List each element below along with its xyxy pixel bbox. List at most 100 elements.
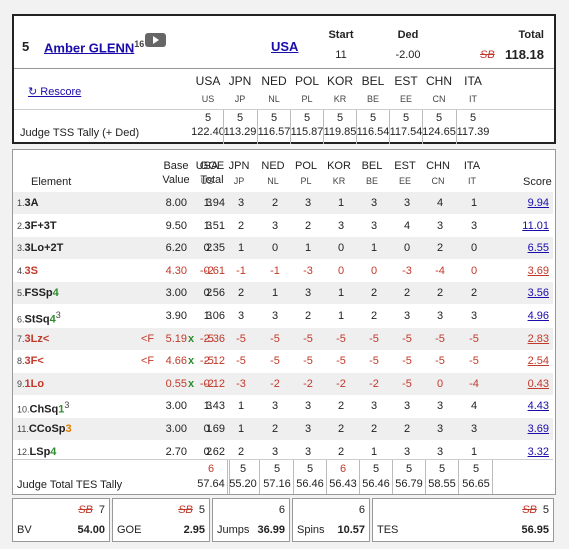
- summary-value: 2.95: [183, 524, 205, 536]
- element-number: 11.: [17, 424, 29, 434]
- element-base-value: 3.00: [165, 423, 187, 435]
- summary-label: BV: [17, 524, 32, 536]
- tss-divider: [14, 109, 554, 110]
- element-number: 1.: [17, 198, 25, 208]
- element-base-value: 4.30: [165, 264, 187, 277]
- element-judge-code: KOR: [327, 160, 351, 172]
- element-score-link[interactable]: 0.43: [513, 378, 549, 390]
- judge-score: -2: [369, 377, 379, 390]
- summary-rank: SB 5: [522, 504, 549, 516]
- summary-label: TES: [377, 524, 399, 536]
- element-goe: -0.12: [199, 377, 225, 390]
- element-judge-code: USA: [195, 160, 219, 172]
- element-score[interactable]: 3.32: [527, 445, 549, 458]
- tes-col-separator: [392, 460, 393, 494]
- element-level: 4: [50, 445, 57, 458]
- element-score[interactable]: 3.56: [527, 287, 549, 300]
- judge-score: 3: [370, 197, 378, 209]
- judge-score: 3: [470, 423, 478, 435]
- element-score-link[interactable]: 11.01: [513, 220, 549, 232]
- element-score-link[interactable]: 2.54: [513, 355, 549, 367]
- judge-score: -1: [270, 264, 280, 277]
- judge-score: 1: [370, 242, 378, 255]
- element-name: 9.1Lo: [17, 378, 44, 390]
- element-score-link[interactable]: 3.56: [513, 287, 549, 299]
- judge-score: 3: [304, 197, 312, 209]
- element-judge-code: BEL: [361, 160, 383, 172]
- element-goe: 1.51: [203, 219, 225, 232]
- judge-score: 3: [237, 310, 245, 322]
- judge-score: 4: [470, 400, 478, 413]
- element-number: 8.: [17, 356, 25, 367]
- tss-value: 115.87: [290, 126, 324, 138]
- judge-score: 0: [470, 242, 478, 255]
- element-score-link[interactable]: 4.96: [513, 310, 549, 322]
- element-score-link[interactable]: 9.94: [513, 197, 549, 209]
- judge-score: 0: [403, 242, 411, 255]
- element-score-link[interactable]: 3.69: [513, 265, 549, 277]
- element-judge-sub: PL: [300, 176, 312, 186]
- element-score[interactable]: 11.01: [522, 219, 549, 232]
- element-name: 10.ChSq13: [17, 400, 69, 416]
- element-score-link[interactable]: 3.32: [513, 446, 549, 458]
- tes-col-separator: [492, 460, 493, 494]
- tss-value: 119.85: [323, 126, 357, 138]
- country-link[interactable]: USA: [271, 39, 299, 54]
- judge-score: -4: [435, 264, 445, 277]
- summary-rank-value: 5: [198, 504, 205, 516]
- judge-score: -5: [204, 355, 214, 368]
- element-score[interactable]: 9.94: [527, 197, 549, 209]
- element-score[interactable]: 2.54: [527, 355, 549, 368]
- element-score[interactable]: 6.55: [527, 242, 549, 255]
- element-score[interactable]: 2.83: [527, 332, 549, 345]
- judge-score: -3: [236, 377, 246, 390]
- judge-score: 1: [470, 197, 478, 209]
- tss-rank: 5: [303, 112, 311, 124]
- element-base-value: 8.00: [165, 197, 187, 209]
- judge-score: -5: [236, 355, 246, 368]
- element-name: 5.FSSp4: [17, 287, 59, 299]
- element-bonus-x: x: [188, 332, 195, 345]
- tss-rank: 5: [204, 112, 212, 124]
- element-judge-code: POL: [294, 160, 317, 172]
- judge-score: 1: [304, 242, 312, 255]
- element-judge-sub: KR: [332, 176, 346, 186]
- rescore-link[interactable]: ↻ Rescore: [28, 86, 82, 98]
- element-judge-sub: BE: [365, 176, 378, 186]
- goe-header: GOE: [199, 160, 225, 172]
- judge-code-ee: EST: [394, 74, 418, 88]
- element-score[interactable]: 4.96: [527, 310, 549, 322]
- judge-score: 3: [470, 219, 478, 232]
- element-score[interactable]: 4.43: [527, 400, 549, 413]
- element-goe: 1.43: [203, 400, 225, 413]
- element-score-link[interactable]: 4.43: [513, 400, 549, 412]
- element-number: 3.: [17, 243, 25, 254]
- summary-bar: BV SB 7 54.00 GOE SB 5 2.95 Jumps 6 36.99 Spins 6 10.…: [12, 498, 556, 542]
- element-code: 1Lo: [24, 377, 45, 390]
- tss-value: 116.57: [257, 126, 291, 138]
- skater-name-link[interactable]: Amber GLENN: [44, 40, 135, 56]
- element-score-link[interactable]: 6.55: [513, 242, 549, 254]
- element-score[interactable]: 3.69: [527, 264, 549, 277]
- judge-sub-jp: JP: [234, 94, 246, 104]
- total-label: Total: [518, 29, 544, 41]
- judge-score: -3: [402, 264, 412, 277]
- tes-rank: 5: [273, 463, 281, 475]
- summary-label: Spins: [297, 524, 325, 536]
- element-judge-sub: JP: [233, 176, 245, 186]
- element-score-link[interactable]: 3.69: [513, 423, 549, 435]
- judge-score: 0: [337, 264, 345, 277]
- judge-code-us: USA: [195, 74, 221, 88]
- tes-value: 56.43: [329, 478, 357, 490]
- tes-divider: [13, 459, 553, 460]
- element-score[interactable]: 3.69: [527, 423, 549, 435]
- judge-score: -2: [270, 377, 280, 390]
- element-name: 4.3S: [17, 265, 38, 277]
- judge-score: 0: [470, 264, 478, 277]
- tss-col-separator: [223, 110, 224, 144]
- element-score[interactable]: 0.43: [527, 377, 549, 390]
- tss-rank: 5: [469, 112, 477, 124]
- element-goe: -0.61: [199, 264, 225, 277]
- element-score-link[interactable]: 2.83: [513, 333, 549, 345]
- value-header: Value: [162, 174, 190, 186]
